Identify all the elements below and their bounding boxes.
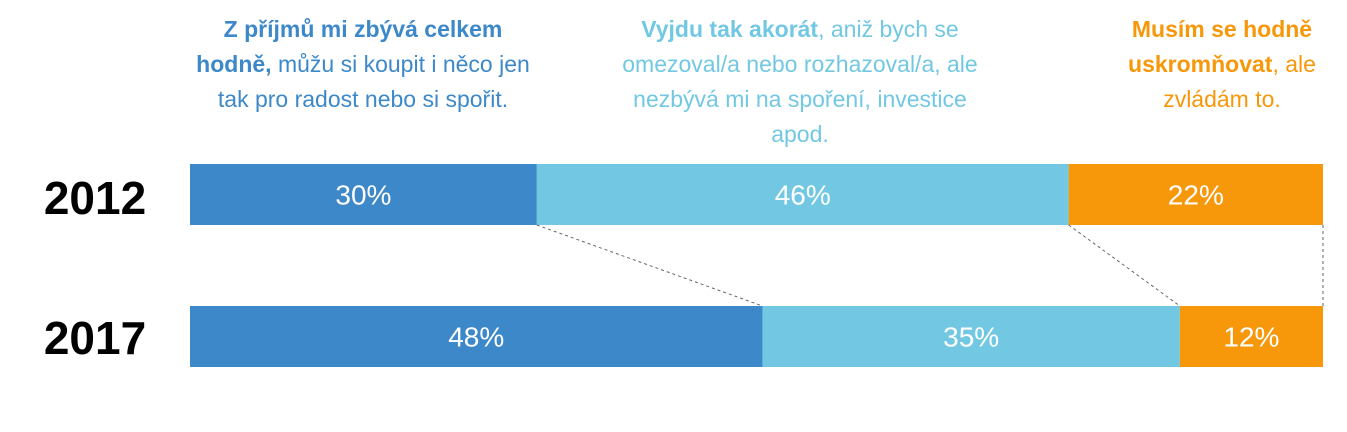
- bar-2012-series-1: [190, 164, 537, 225]
- bar-2012-series-2: [536, 164, 1069, 225]
- category-label-2017: 2017: [43, 312, 147, 364]
- legend-series-1-bold: Z příjmů mi zbývá celkem hodně,: [196, 16, 503, 77]
- legend-series-2: Vyjdu tak akorát, aniž bych se omezoval/…: [610, 12, 990, 152]
- value-label-2017-series-1: 48%: [448, 322, 504, 353]
- legend-series-3-rest: , ale zvládám to.: [1163, 51, 1316, 112]
- value-label-2017-series-3: 12%: [1223, 322, 1279, 353]
- legend-series-3-bold: Musím se hodně uskromňovat: [1128, 16, 1313, 77]
- value-label-2012-series-1: 30%: [335, 180, 391, 211]
- legend-series-2-bold: Vyjdu tak akorát: [641, 16, 819, 42]
- connector-line-2: [1068, 224, 1181, 307]
- category-label-2012: 2012: [43, 172, 147, 224]
- bar-2012-series-3: [1068, 164, 1323, 225]
- legend-series-2-rest: , aniž bych se omezoval/a nebo rozhazova…: [622, 16, 978, 147]
- legend-series-1-rest: můžu si koupit i něco jen tak pro radost…: [217, 51, 530, 112]
- value-label-2012-series-3: 22%: [1168, 180, 1224, 211]
- value-label-2012-series-2: 46%: [775, 180, 831, 211]
- bar-2017-series-3: [1179, 306, 1323, 367]
- connector-line-1: [536, 224, 763, 307]
- bar-2017-series-1: [190, 306, 763, 367]
- legend-series-3: Musím se hodně uskromňovat, ale zvládám …: [1112, 12, 1332, 117]
- value-label-2017-series-2: 35%: [943, 322, 999, 353]
- bar-2017-series-2: [762, 306, 1180, 367]
- legend-series-1: Z příjmů mi zbývá celkem hodně, můžu si …: [190, 12, 536, 117]
